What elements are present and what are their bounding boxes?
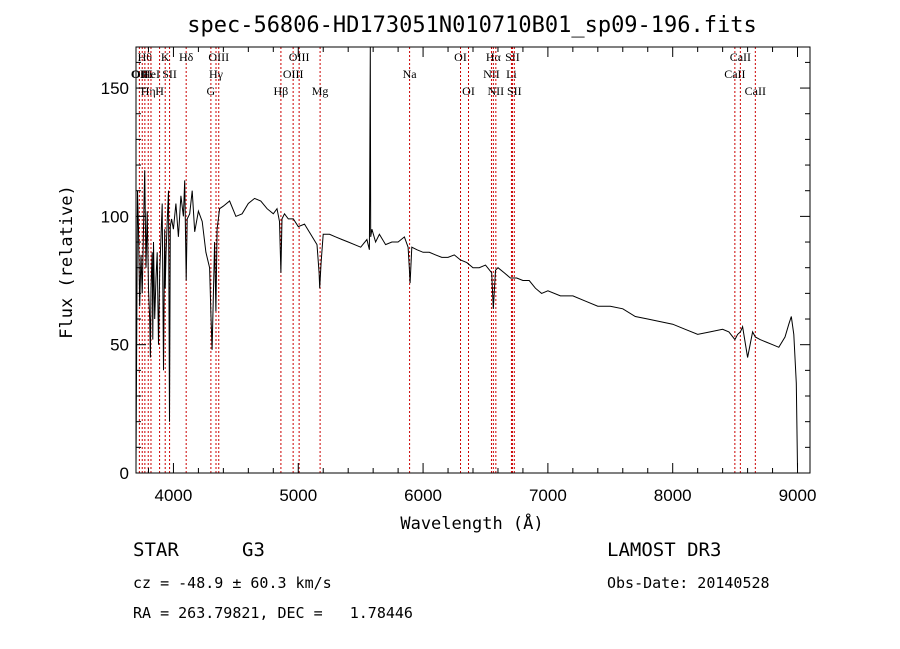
spectral-line-label: Hη: [141, 84, 156, 98]
spectral-line-label: OIII: [208, 50, 229, 64]
x-tick-label: 7000: [529, 486, 567, 505]
flux-series: [135, 46, 798, 468]
y-tick-label: 0: [120, 464, 129, 483]
spectral-line-label: CaII: [745, 84, 766, 98]
spectral-line-label: K: [161, 50, 170, 64]
x-tick-label: 8000: [654, 486, 692, 505]
y-tick-label: 150: [101, 79, 129, 98]
x-tick-label: 6000: [404, 486, 442, 505]
spectral-line-label: Na: [403, 67, 418, 81]
spectral-line-label: CaII: [724, 67, 745, 81]
spectral-line-label: OIII: [289, 50, 310, 64]
redshift-info: cz = -48.9 ± 60.3 km/s: [133, 574, 332, 592]
spectral-line-label: OIII: [132, 67, 153, 81]
x-tick-label: 5000: [279, 486, 317, 505]
coordinates: RA = 263.79821, DEC = 1.78446: [133, 604, 413, 622]
spectral-line-label: OI: [462, 84, 475, 98]
spectral-line-label: SII: [505, 50, 520, 64]
spectral-line-label: OI: [454, 50, 467, 64]
y-tick-label: 50: [110, 336, 129, 355]
spectral-line-label: G: [207, 84, 216, 98]
spectral-line-label: Hγ: [209, 67, 224, 81]
x-tick-label: 9000: [779, 486, 817, 505]
flux-line: [135, 46, 798, 468]
spectral-line-markers: OIIOIIIHθHηHeIHKSIIHδGHγOIIIHβOIIIOIIIMg…: [131, 47, 766, 473]
x-tick-label: 4000: [155, 486, 193, 505]
chart-title: spec-56806-HD173051N010710B01_sp09-196.f…: [187, 13, 757, 38]
spectral-line-label: OII: [131, 67, 148, 81]
y-tick-label: 100: [101, 207, 129, 226]
spectral-line-label: Hβ: [274, 84, 289, 98]
spectral-line-label: HeI: [142, 67, 160, 81]
y-axis-label: Flux (relative): [57, 185, 77, 339]
spectral-line-label: NII: [483, 67, 500, 81]
spectral-line-label: Hδ: [179, 50, 194, 64]
observation-date: Obs-Date: 20140528: [607, 574, 770, 592]
spectral-line-label: SII: [507, 84, 522, 98]
spectral-line-label: SII: [162, 67, 177, 81]
survey-name: LAMOST DR3: [607, 539, 722, 561]
spectral-line-label: Li: [506, 67, 517, 81]
spectral-line-label: NII: [488, 84, 505, 98]
object-class: STAR: [133, 539, 179, 561]
spectral-line-label: CaII: [730, 50, 751, 64]
spectral-line-label: OIII: [283, 67, 304, 81]
object-subclass: G3: [242, 539, 265, 561]
plot-frame: [135, 46, 811, 474]
spectral-line-label: Hα: [486, 50, 502, 64]
spectral-line-label: H: [155, 84, 164, 98]
spectral-line-label: Mg: [312, 84, 329, 98]
axis-ticks: 4000 5000 6000 7000 8000 9000 0 50 100 150: [101, 47, 817, 505]
x-axis-label: Wavelength (Å): [400, 512, 543, 534]
